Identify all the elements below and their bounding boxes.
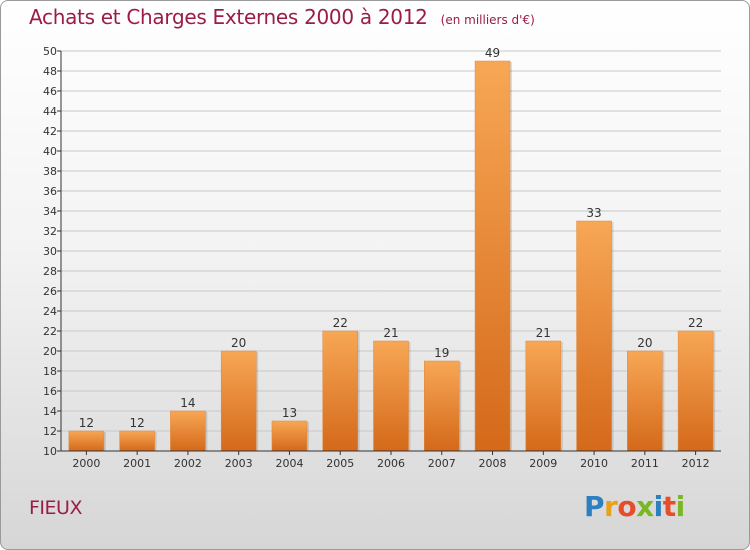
x-tick-label: 2001 (123, 457, 151, 470)
y-tick-label: 50 (43, 45, 57, 58)
y-tick-label: 16 (43, 385, 57, 398)
chart-title: Achats et Charges Externes 2000 à 2012 (29, 5, 428, 29)
x-tick-label: 2004 (275, 457, 303, 470)
logo-letter: i (653, 490, 664, 523)
bar-2009 (525, 340, 562, 452)
y-tick-label: 28 (43, 265, 57, 278)
bar-2003 (220, 350, 257, 452)
logo-letter: x (636, 490, 654, 523)
y-tick-label: 32 (43, 225, 57, 238)
data-label: 13 (282, 406, 297, 420)
y-tick-label: 44 (43, 105, 57, 118)
x-tick-label: 2007 (428, 457, 456, 470)
y-tick-label: 24 (43, 305, 57, 318)
data-label: 21 (536, 326, 551, 340)
data-label: 20 (231, 336, 246, 350)
logo-letter: P (584, 490, 605, 523)
proxiti-logo[interactable]: Proxiti (584, 490, 685, 523)
title-row: Achats et Charges Externes 2000 à 2012 (… (29, 5, 535, 29)
axes (57, 50, 721, 455)
data-label: 22 (333, 316, 348, 330)
x-tick-label: 2006 (377, 457, 405, 470)
y-tick-label: 20 (43, 345, 57, 358)
y-tick-label: 40 (43, 145, 57, 158)
data-label: 14 (180, 396, 195, 410)
chart-unit: (en milliers d'€) (440, 13, 535, 27)
x-tick-label: 2009 (529, 457, 557, 470)
x-tick-label: 2012 (682, 457, 710, 470)
y-tick-label: 38 (43, 165, 57, 178)
data-label: 20 (637, 336, 652, 350)
y-tick-label: 36 (43, 185, 57, 198)
logo-letter: r (604, 490, 618, 523)
y-tick-label: 14 (43, 405, 57, 418)
y-tick-label: 10 (43, 445, 57, 458)
bars (68, 60, 716, 452)
commune-name: FIEUX (29, 497, 82, 519)
y-tick-label: 12 (43, 425, 57, 438)
logo-letter: o (617, 490, 637, 523)
bar-2010 (576, 220, 612, 452)
y-tick-label: 48 (43, 65, 57, 78)
x-tick-label: 2005 (326, 457, 354, 470)
bar-2011 (627, 350, 663, 452)
data-label: 33 (586, 206, 601, 220)
x-tick-label: 2003 (225, 457, 253, 470)
y-tick-label: 26 (43, 285, 57, 298)
y-tick-label: 22 (43, 325, 57, 338)
bar-2001 (119, 430, 155, 452)
bar-2002 (170, 410, 206, 452)
y-tick-label: 46 (43, 85, 57, 98)
labels: 10 12 14 16 18 20 22 24 26 28 30 32 34 36 38 40 42 44 46 48… (43, 45, 710, 470)
bar-2006 (373, 340, 409, 452)
logo-letter: t (662, 490, 676, 523)
bar-2012 (677, 330, 714, 452)
x-tick-label: 2011 (631, 457, 659, 470)
x-tick-label: 2002 (174, 457, 202, 470)
bar-2000 (68, 430, 105, 452)
data-label: 12 (130, 416, 145, 430)
y-tick-label: 30 (43, 245, 57, 258)
data-label: 22 (688, 316, 703, 330)
x-tick-label: 2008 (479, 457, 507, 470)
x-tick-label: 2010 (580, 457, 608, 470)
bar-2007 (424, 360, 460, 452)
bar-2005 (322, 330, 358, 452)
y-tick-label: 34 (43, 205, 57, 218)
data-label: 19 (434, 346, 449, 360)
data-label: 12 (79, 416, 94, 430)
logo-letter: i (675, 490, 686, 523)
bar-2008 (474, 60, 511, 452)
y-tick-label: 18 (43, 365, 57, 378)
x-tick-label: 2000 (72, 457, 100, 470)
data-label: 49 (485, 46, 500, 60)
bar-2004 (271, 420, 308, 452)
y-tick-label: 42 (43, 125, 57, 138)
data-label: 21 (383, 326, 398, 340)
